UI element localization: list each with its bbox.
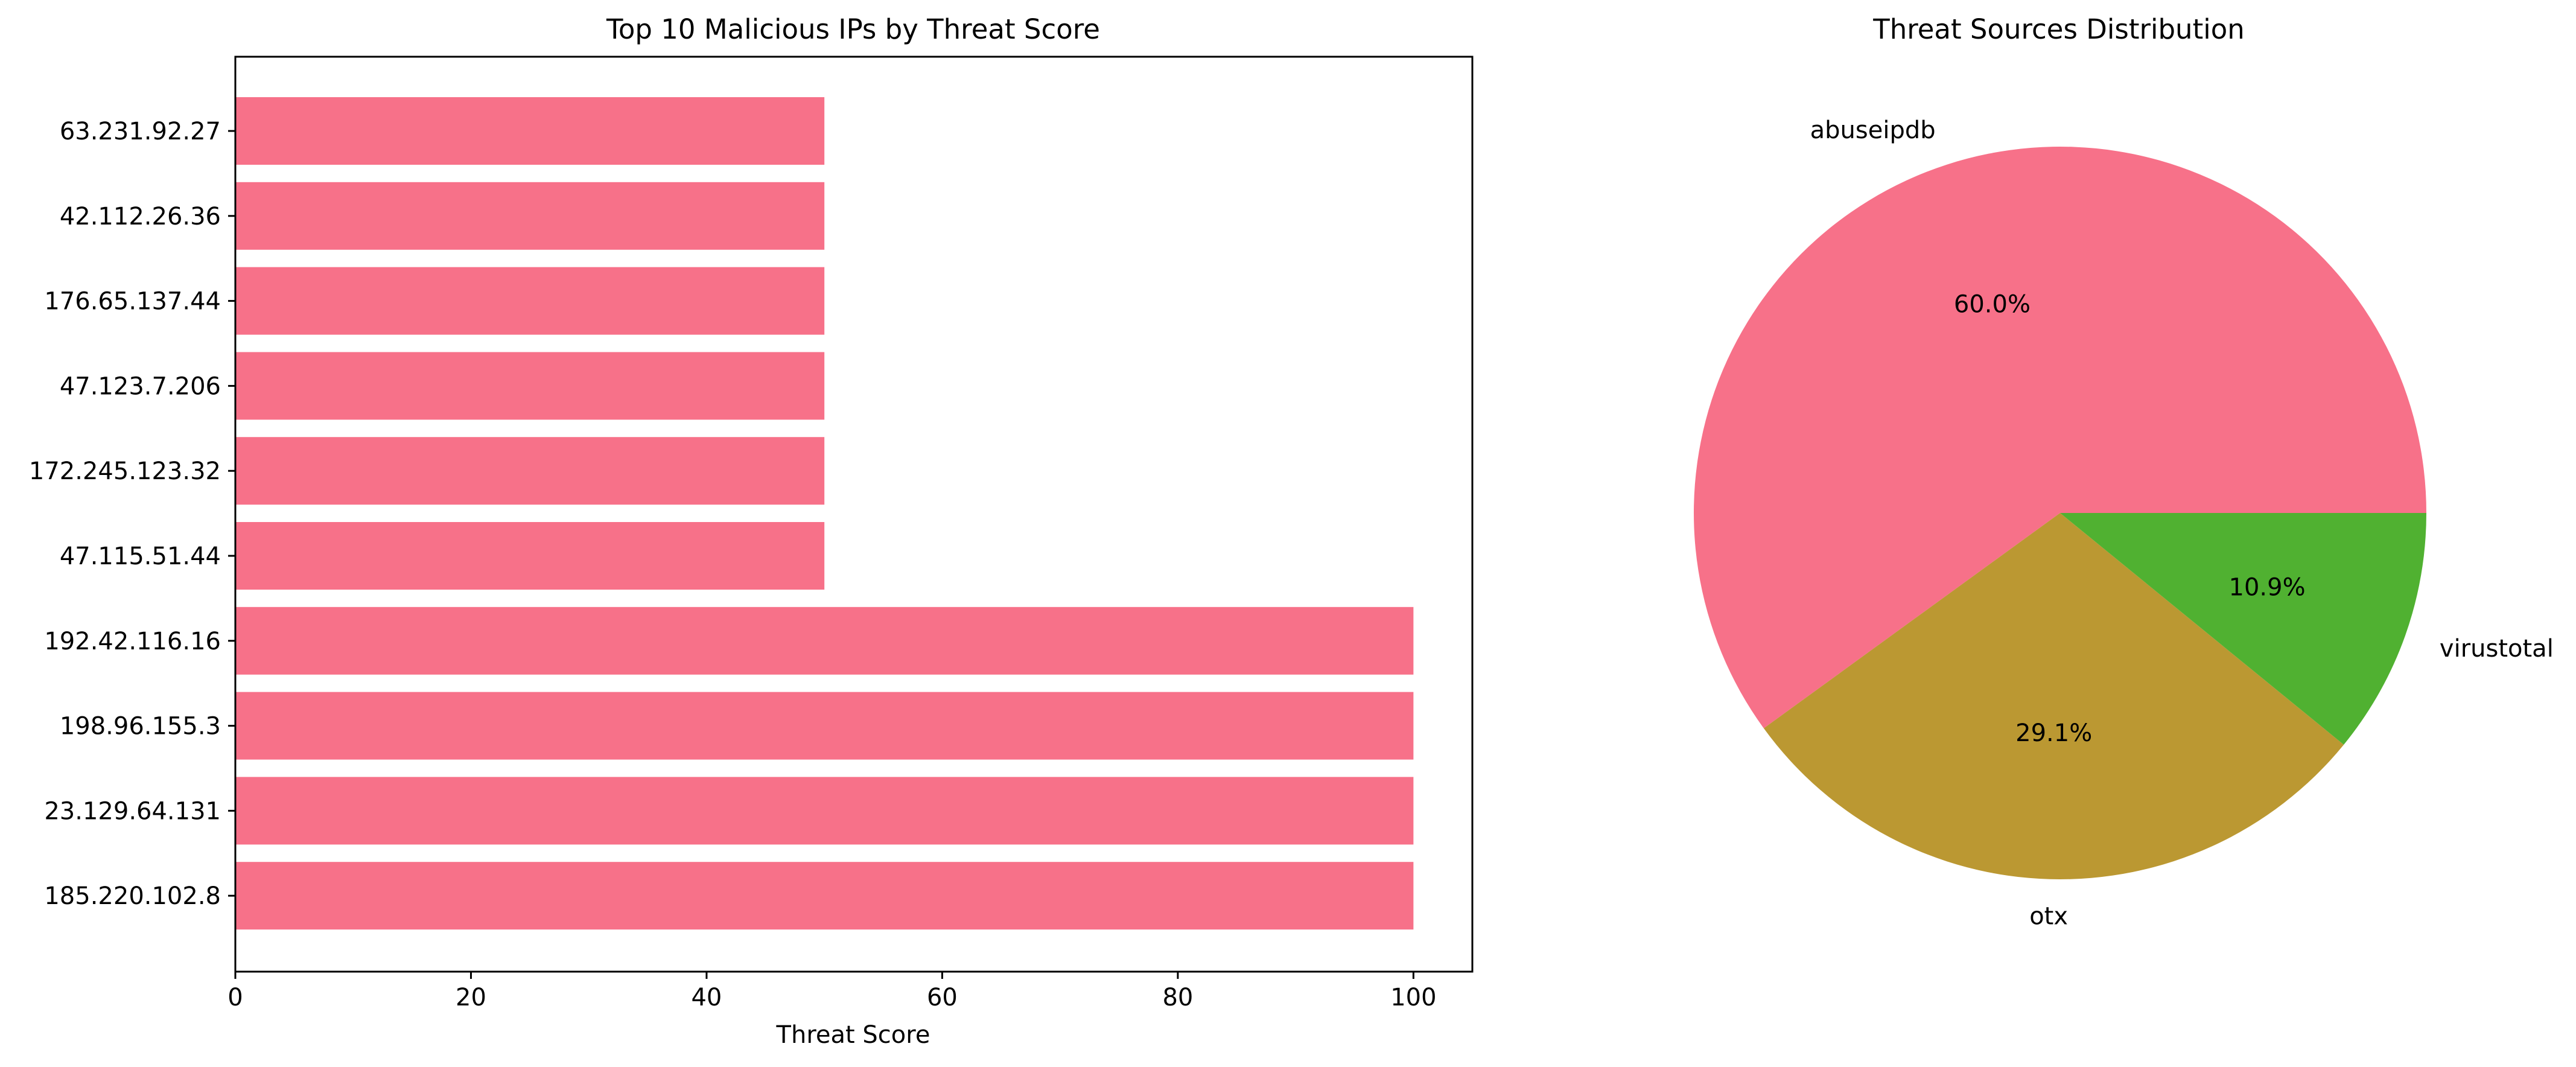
y-tick-label: 192.42.116.16 bbox=[44, 628, 221, 655]
bar-chart-panel: Top 10 Malicious IPs by Threat Score 63.… bbox=[29, 13, 1474, 1049]
y-tick-label: 185.220.102.8 bbox=[44, 882, 221, 910]
x-tick-label: 80 bbox=[1162, 984, 1193, 1011]
pie-chart-title: Threat Sources Distribution bbox=[1872, 13, 2245, 45]
y-tick-label: 198.96.155.3 bbox=[60, 713, 221, 741]
bar bbox=[235, 97, 825, 165]
x-tick-label: 40 bbox=[691, 984, 722, 1011]
bar-chart-title: Top 10 Malicious IPs by Threat Score bbox=[606, 13, 1100, 45]
bar bbox=[235, 437, 825, 505]
pie-plot-area: 60.0% abuseipdb 29.1% otx 10.9% virustotal bbox=[1693, 116, 2554, 930]
pie-percent-label: 29.1% bbox=[2015, 719, 2092, 747]
pie-chart-panel: Threat Sources Distribution 60.0% abuseip… bbox=[1693, 13, 2554, 930]
bar bbox=[235, 352, 825, 420]
pie-category-label: abuseipdb bbox=[1810, 116, 1936, 144]
bar-plot-area: 63.231.92.27 42.112.26.36 176.65.137.44 47.… bbox=[29, 97, 1437, 1011]
bar bbox=[235, 522, 825, 590]
y-tick-label: 47.123.7.206 bbox=[60, 372, 221, 400]
x-tick-label: 0 bbox=[227, 984, 243, 1011]
x-tick-label: 20 bbox=[456, 984, 486, 1011]
y-tick-label: 176.65.137.44 bbox=[44, 288, 221, 316]
y-tick-label: 47.115.51.44 bbox=[60, 543, 221, 570]
y-tick-label: 172.245.123.32 bbox=[29, 457, 221, 485]
bar bbox=[235, 267, 825, 335]
bar bbox=[235, 862, 1414, 930]
y-tick-label: 23.129.64.131 bbox=[44, 797, 221, 825]
pie-category-label: otx bbox=[2029, 902, 2068, 930]
bar-x-axis-label: Threat Score bbox=[776, 1021, 930, 1049]
x-tick-label: 60 bbox=[927, 984, 958, 1011]
bar bbox=[235, 182, 825, 250]
y-tick-label: 42.112.26.36 bbox=[60, 203, 221, 231]
pie-category-label: virustotal bbox=[2440, 635, 2554, 663]
bar-plot-frame bbox=[234, 56, 1474, 973]
bar bbox=[235, 607, 1414, 675]
y-tick-label: 63.231.92.27 bbox=[60, 118, 221, 145]
pie-percent-label: 10.9% bbox=[2229, 573, 2306, 601]
pie-percent-label: 60.0% bbox=[1954, 291, 2031, 319]
pie-slice bbox=[2060, 513, 2426, 745]
pie-slice bbox=[1763, 513, 2344, 879]
bar bbox=[235, 777, 1414, 845]
pie-slice bbox=[1693, 146, 2426, 728]
x-tick-label: 100 bbox=[1390, 984, 1436, 1011]
bar bbox=[235, 692, 1414, 760]
